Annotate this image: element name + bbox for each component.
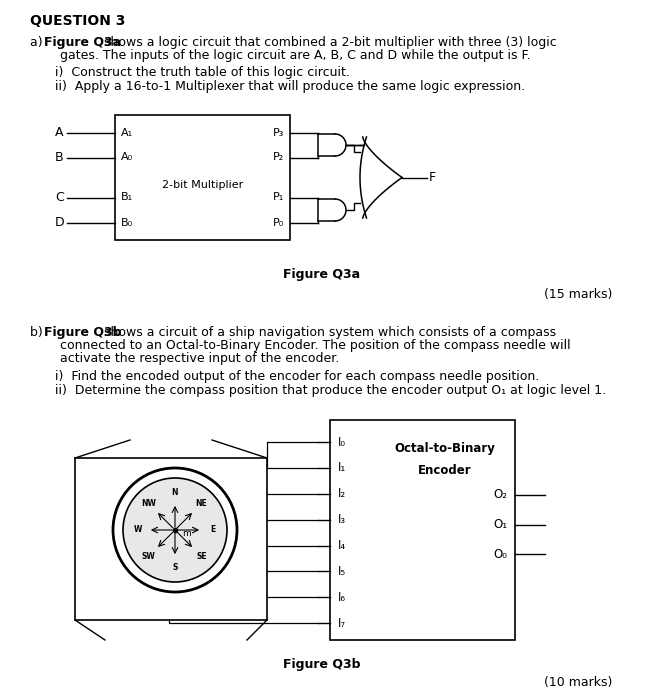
Text: (10 marks): (10 marks) (544, 676, 612, 689)
Text: ii)  Determine the compass position that produce the encoder output O₁ at logic : ii) Determine the compass position that … (55, 384, 606, 397)
Text: activate the respective input of the encoder.: activate the respective input of the enc… (44, 352, 339, 365)
Text: B₀: B₀ (121, 218, 133, 228)
Text: A: A (55, 126, 63, 139)
Text: I₂: I₂ (338, 487, 346, 500)
Bar (75, 458, 267, 620)
Text: S: S (172, 563, 177, 572)
Text: NW: NW (141, 499, 156, 508)
Text: SE: SE (196, 552, 207, 561)
Text: F: F (429, 171, 436, 184)
Text: gates. The inputs of the logic circuit are A, B, C and D while the output is F.: gates. The inputs of the logic circuit a… (44, 49, 531, 62)
Text: P₂: P₂ (273, 153, 284, 162)
Text: D: D (55, 216, 64, 229)
Text: C: C (55, 191, 64, 204)
Text: I₄: I₄ (338, 539, 346, 552)
Text: a): a) (30, 36, 46, 49)
Text: A₀: A₀ (121, 153, 133, 162)
Text: ii)  Apply a 16-to-1 Multiplexer that will produce the same logic expression.: ii) Apply a 16-to-1 Multiplexer that wil… (55, 80, 525, 93)
Text: I₁: I₁ (338, 461, 346, 475)
Text: connected to an Octal-to-Binary Encoder. The position of the compass needle will: connected to an Octal-to-Binary Encoder.… (44, 339, 571, 352)
Text: I₀: I₀ (338, 435, 346, 449)
Text: i)  Construct the truth table of this logic circuit.: i) Construct the truth table of this log… (55, 66, 350, 79)
Text: shows a logic circuit that combined a 2-bit multiplier with three (3) logic: shows a logic circuit that combined a 2-… (100, 36, 557, 49)
Text: P₀: P₀ (273, 218, 284, 228)
Text: P₃: P₃ (273, 127, 284, 137)
Text: Figure Q3a: Figure Q3a (44, 36, 121, 49)
Bar (330, 420, 515, 640)
Text: I₇: I₇ (338, 617, 346, 630)
Text: Encoder: Encoder (418, 464, 471, 477)
Text: Figure Q3b: Figure Q3b (283, 658, 361, 671)
Text: NE: NE (195, 499, 207, 508)
Circle shape (113, 468, 237, 592)
Text: 2-bit Multiplier: 2-bit Multiplier (162, 181, 243, 190)
Text: W: W (134, 526, 142, 535)
Text: A₁: A₁ (121, 127, 133, 137)
Text: QUESTION 3: QUESTION 3 (30, 14, 125, 28)
Text: P₁: P₁ (273, 193, 284, 202)
Text: O₂: O₂ (493, 489, 507, 501)
Text: I₃: I₃ (338, 513, 346, 526)
Text: shows a circuit of a ship navigation system which consists of a compass: shows a circuit of a ship navigation sys… (100, 326, 556, 339)
Text: b): b) (30, 326, 46, 339)
Text: SW: SW (142, 552, 155, 561)
Text: I₆: I₆ (338, 591, 346, 604)
Text: E: E (210, 526, 215, 535)
Text: (15 marks): (15 marks) (544, 288, 612, 301)
Text: Figure Q3a: Figure Q3a (283, 268, 361, 281)
Text: m: m (182, 529, 191, 538)
Text: Octal-to-Binary: Octal-to-Binary (394, 442, 495, 455)
Text: O₀: O₀ (493, 547, 507, 561)
Text: B₁: B₁ (121, 193, 133, 202)
Text: N: N (172, 488, 178, 497)
Text: O₁: O₁ (493, 518, 507, 531)
Text: Figure Q3b: Figure Q3b (44, 326, 121, 339)
Text: i)  Find the encoded output of the encoder for each compass needle position.: i) Find the encoded output of the encode… (55, 370, 539, 383)
Text: I₅: I₅ (338, 565, 346, 578)
Bar (115, 115, 290, 240)
Circle shape (123, 478, 227, 582)
Text: B: B (55, 151, 64, 164)
